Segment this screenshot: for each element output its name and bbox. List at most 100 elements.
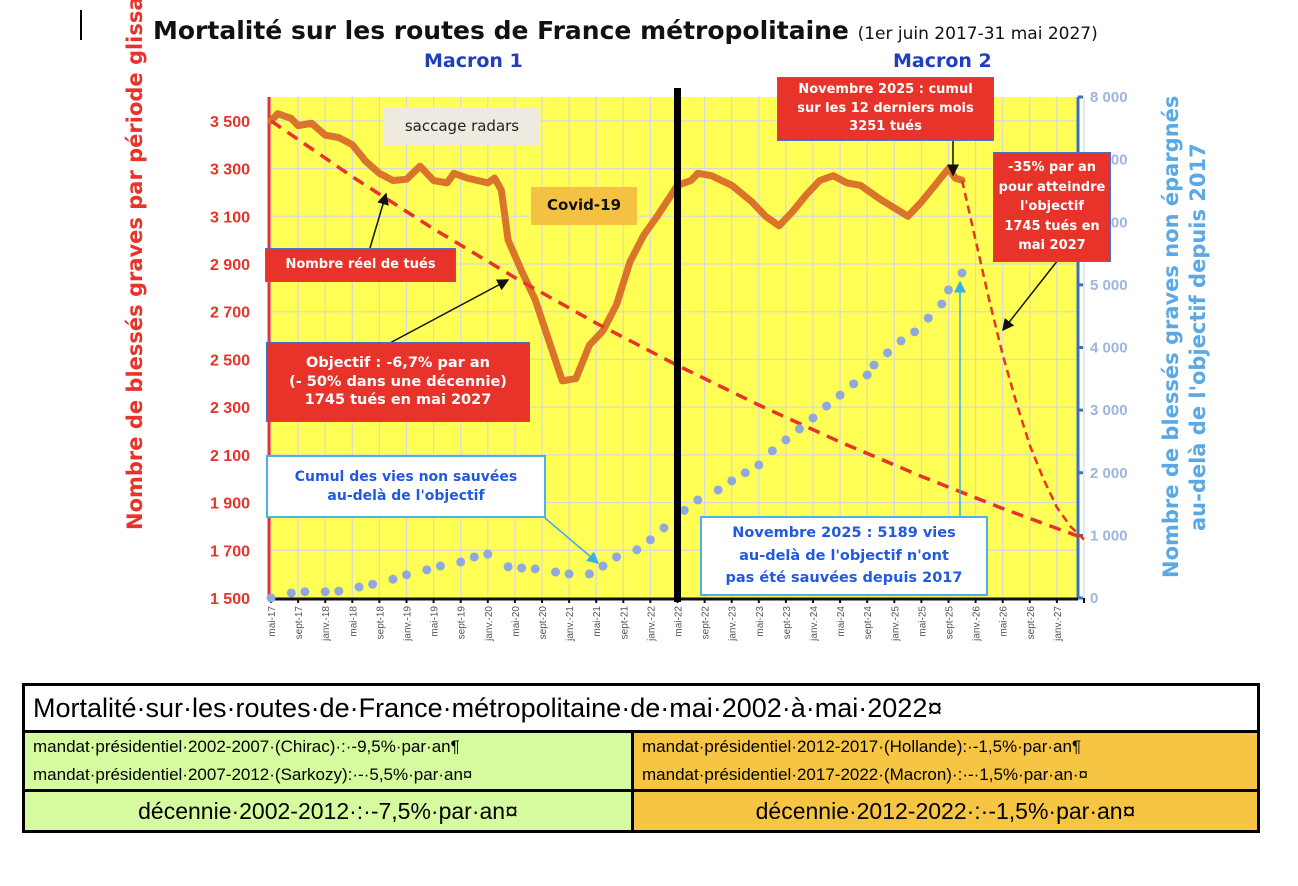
summary-left-mandates: mandat·présidentiel·2002-2007·(Chirac)·:… — [22, 730, 634, 792]
data-point-cumul — [530, 564, 540, 574]
y-tick-label-right: 3 000 — [1090, 402, 1128, 419]
annotation-line: sur les 12 derniers mois — [797, 100, 974, 116]
x-tick-label: janv.-26 — [972, 606, 983, 642]
annotation-arrow — [544, 517, 600, 564]
data-point-cumul — [781, 435, 791, 445]
data-point-cumul — [754, 460, 764, 470]
y-tick-label-left: 3 300 — [210, 162, 250, 179]
series-line-projection — [960, 179, 1085, 541]
y-tick-label-right: 8 000 — [1090, 89, 1128, 106]
annotation-arrow — [1002, 259, 1059, 332]
annotation-arrow — [369, 192, 389, 249]
x-tick-label: janv.-24 — [809, 606, 820, 642]
data-point-cumul — [551, 567, 561, 577]
annotation-covid: Covid-19 — [531, 187, 637, 225]
x-tick-label: janv.-25 — [890, 606, 901, 642]
x-tick-label: mai-21 — [592, 606, 603, 637]
data-point-cumul — [659, 523, 669, 533]
data-point-cumul — [286, 588, 296, 598]
x-tick-label: sept-19 — [457, 606, 468, 640]
annotation-novembre-cumul: Novembre 2025 : cumul sur les 12 dernier… — [777, 77, 994, 141]
summary-header: Mortalité·sur·les·routes·de·France·métro… — [22, 683, 1260, 733]
annotation-line: 1745 tués en — [1004, 218, 1100, 234]
annotation-line: mai 2027 — [1018, 238, 1086, 254]
annotation-line: l'objectif — [1020, 199, 1084, 215]
summary-left-decade: décennie·2002-2012·:·-7,5%·par·an¤ — [22, 789, 634, 833]
y-tick-label-left: 3 500 — [210, 114, 250, 131]
y-tick-label-left: 2 900 — [210, 257, 250, 274]
annotation-arrow — [387, 279, 510, 345]
data-point-cumul — [483, 549, 493, 559]
data-point-cumul — [598, 561, 608, 571]
data-point-cumul — [435, 561, 445, 571]
data-point-cumul — [767, 446, 777, 456]
annotation-saccage-radars: saccage radars — [384, 108, 540, 145]
data-point-cumul — [679, 505, 689, 515]
annotation-line: au-delà de l'objectif — [327, 487, 485, 504]
data-point-cumul — [835, 390, 845, 400]
x-tick-label: janv.-23 — [728, 606, 739, 642]
x-tick-label: mai-18 — [348, 606, 359, 637]
x-tick-label: mai-22 — [674, 606, 685, 637]
data-point-cumul — [388, 574, 398, 584]
y-tick-label-left: 2 500 — [210, 352, 250, 369]
annotation-line: 3251 tués — [849, 119, 922, 135]
y-tick-label-left: 2 300 — [210, 400, 250, 417]
data-point-cumul — [923, 313, 933, 323]
data-point-cumul — [896, 336, 906, 346]
x-tick-label: janv.-19 — [403, 606, 414, 642]
data-point-cumul — [632, 545, 642, 555]
summary-line: mandat·présidentiel·2017-2022·(Macron)·:… — [642, 765, 1088, 784]
data-point-cumul — [456, 557, 466, 567]
summary-line: mandat·présidentiel·2007-2012·(Sarkozy):… — [33, 765, 473, 784]
data-point-cumul — [422, 565, 432, 575]
x-tick-label: janv.-27 — [1053, 606, 1064, 642]
x-tick-label: sept-17 — [294, 606, 305, 640]
data-point-cumul — [862, 370, 872, 380]
annotation-line: Novembre 2025 : cumul — [798, 81, 973, 97]
x-tick-label: mai-26 — [999, 606, 1010, 637]
period-label-macron-2: Macron 2 — [893, 50, 992, 72]
data-point-cumul — [300, 587, 310, 597]
y-tick-label-left: 1 900 — [210, 496, 250, 513]
series-line-actual — [267, 110, 966, 385]
summary-line: mandat·présidentiel·2012-2017·(Hollande)… — [642, 737, 1082, 756]
x-tick-label: sept-23 — [782, 606, 793, 640]
chart-title: Mortalité sur les routes de France métro… — [153, 16, 1098, 45]
data-point-cumul — [957, 268, 967, 278]
y-tick-label-left: 1 500 — [210, 591, 250, 608]
y-tick-label-left: 1 700 — [210, 543, 250, 560]
annotation-moins-35: -35% par an pour atteindre l'objectif 17… — [993, 152, 1111, 262]
annotation-line: pour atteindre — [998, 179, 1106, 195]
title-text: Mortalité sur les routes de France métro… — [153, 16, 849, 45]
x-tick-label: janv.-22 — [646, 606, 657, 642]
data-point-cumul — [354, 582, 364, 592]
x-tick-label: sept-26 — [1026, 606, 1037, 640]
text-cursor — [80, 10, 82, 40]
x-tick-label: sept-21 — [619, 606, 630, 640]
data-point-cumul — [713, 485, 723, 495]
x-tick-label: mai-24 — [836, 606, 847, 637]
chart-subtitle: (1er juin 2017-31 mai 2027) — [857, 24, 1098, 44]
annotation-line: Cumul des vies non sauvées — [294, 469, 518, 486]
y-axis-right-title: Nombre de blessés graves non épargnés au… — [1159, 95, 1210, 579]
data-point-cumul — [320, 587, 330, 597]
x-tick-label: janv.-20 — [484, 606, 495, 642]
data-point-cumul — [645, 535, 655, 545]
data-point-cumul — [402, 570, 411, 580]
data-point-cumul — [883, 348, 893, 358]
annotation-line: 1745 tués en mai 2027 — [304, 392, 492, 409]
y-tick-label-right: 1 000 — [1090, 527, 1128, 544]
data-point-cumul — [727, 476, 737, 486]
annotation-line: Objectif : -6,7% par an — [306, 354, 490, 371]
y-tick-label-left: 3 100 — [210, 209, 250, 226]
data-point-cumul — [944, 285, 953, 295]
y-tick-label-right: 2 000 — [1090, 465, 1128, 482]
data-point-cumul — [266, 593, 276, 603]
data-point-cumul — [612, 552, 622, 562]
y-axis-left-title: Nombre de blessés graves par période gli… — [123, 0, 147, 530]
x-tick-label: sept-25 — [945, 606, 956, 640]
data-point-cumul — [740, 468, 750, 478]
y-tick-label-right: 0 — [1090, 590, 1098, 607]
period-label-macron-1: Macron 1 — [424, 50, 523, 72]
